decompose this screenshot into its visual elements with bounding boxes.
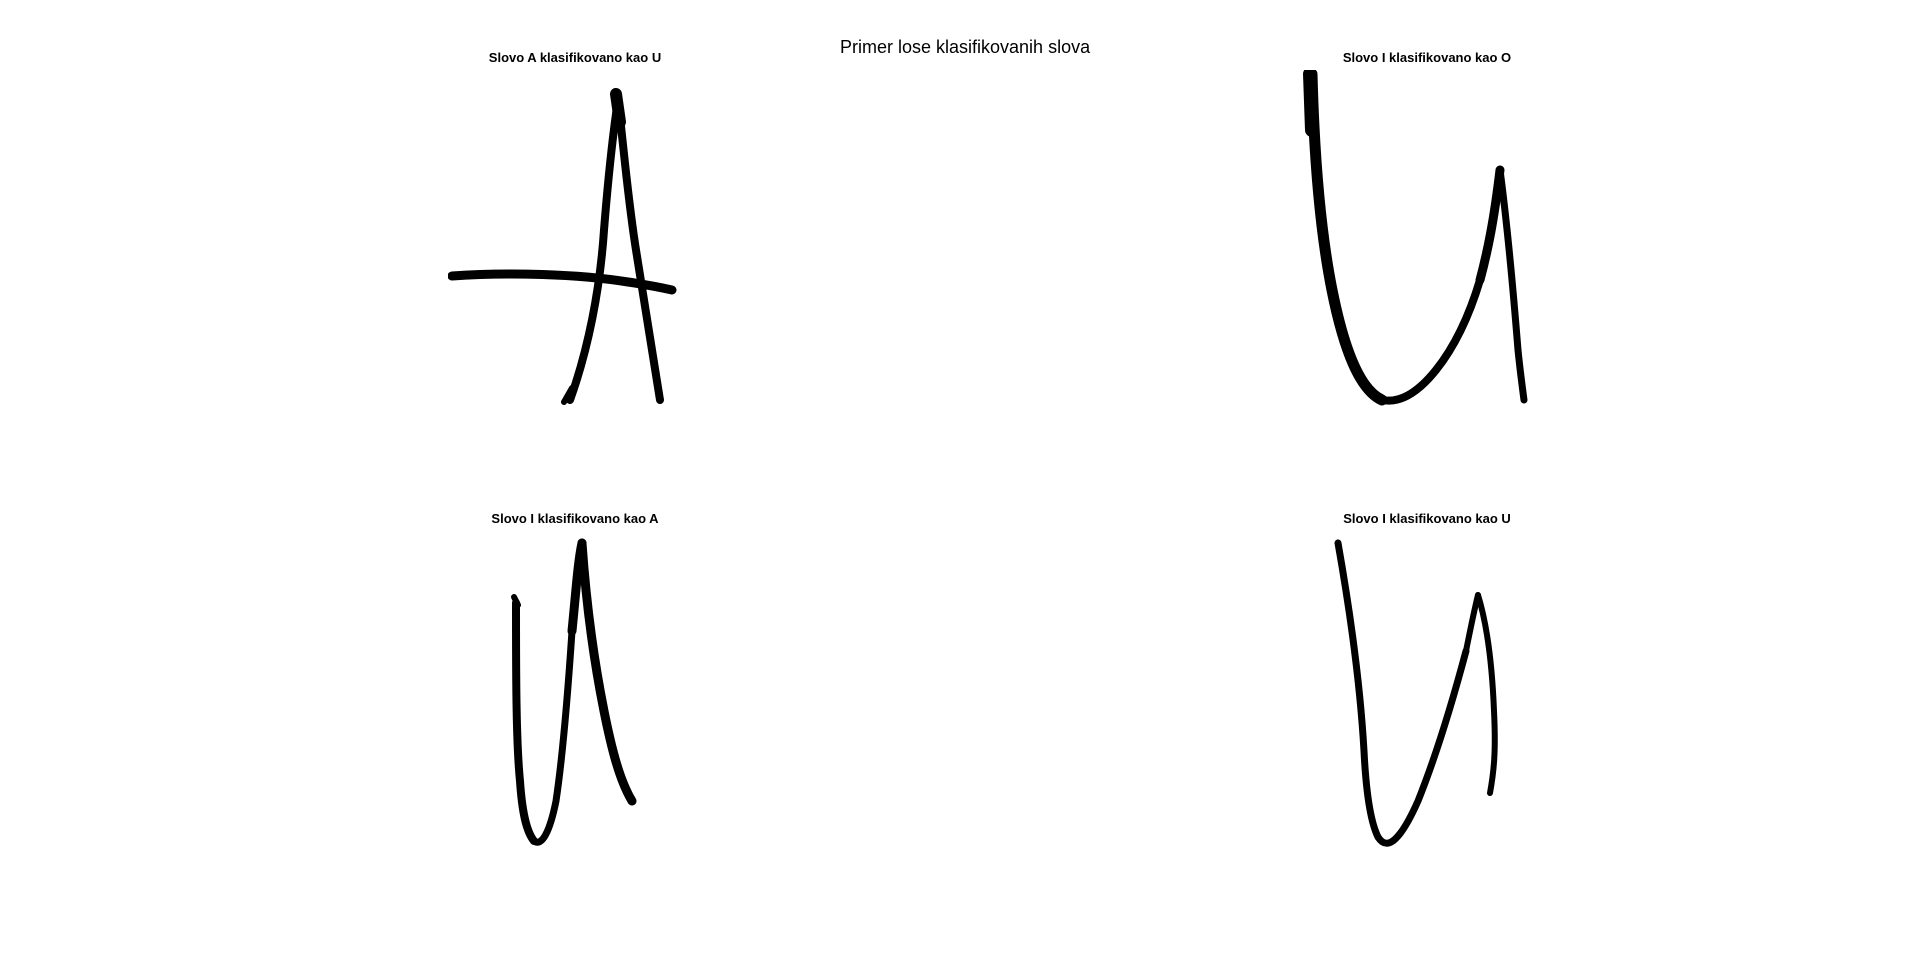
panel-4-title: Slovo I klasifikovano kao U [1343,511,1511,526]
letter-a-top-blob [610,88,626,128]
letter-panel-1: Slovo A klasifikovano kao U [448,50,702,406]
handwritten-letter-u-image [1334,539,1498,847]
letter-panel-2: Slovo I klasifikovano kao O [1302,50,1552,406]
letter-u-left-stroke [1306,70,1388,406]
letter-a-right-stroke [614,96,664,404]
letter-u-left-stroke [1334,539,1382,841]
letter-u-bottom [530,627,576,846]
letter-u-left-stroke [512,599,538,845]
letter-panel-3: Slovo I klasifikovano kao A [448,511,702,867]
letter-u-right-rise [1463,592,1481,654]
panel-1-title: Slovo A klasifikovano kao U [488,50,662,65]
letter-u-right-fall [577,538,637,806]
letter-u-left-top-mark [511,594,521,608]
handwritten-letter-u-image [511,538,637,846]
handwritten-letter-a-image [448,88,677,405]
figure-title: Primer lose klasifikovanih slova [840,37,1091,57]
letter-u-left-top-blob [1303,70,1319,137]
letter-a-left-stroke [566,96,622,404]
panel-3-title: Slovo I klasifikovano kao A [491,511,659,526]
letter-u-right-fall [1475,592,1498,796]
handwritten-letter-u-image [1303,70,1528,406]
letter-u-bottom [1374,647,1470,847]
letter-panel-4: Slovo I klasifikovano kao U [1302,511,1552,867]
letter-a-left-tail [561,385,575,405]
letter-u-right-fall [1496,166,1528,404]
panel-2-title: Slovo I klasifikovano kao O [1342,50,1512,65]
letter-u-bottom [1378,276,1484,405]
letter-a-crossbar [448,269,677,295]
letter-u-right-rise [1475,165,1505,285]
